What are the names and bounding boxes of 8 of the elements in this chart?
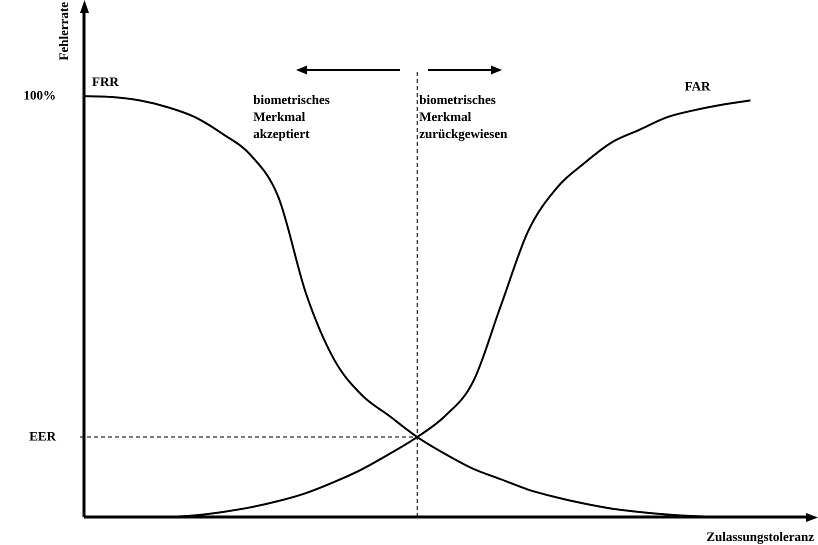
y-axis-title: Fehlerrate <box>56 2 71 60</box>
annotation: biometrisches Merkmal zurückgewiesen <box>419 92 508 141</box>
text: 100% <box>24 88 56 103</box>
annotation: biometrisches Merkmal akzeptiert <box>253 92 330 141</box>
ref-line-label: EER <box>29 428 57 444</box>
x-axis-title: Zulassungstoleranz <box>706 529 814 544</box>
series-label: FAR <box>684 78 712 94</box>
series-label: FRR <box>92 74 120 90</box>
